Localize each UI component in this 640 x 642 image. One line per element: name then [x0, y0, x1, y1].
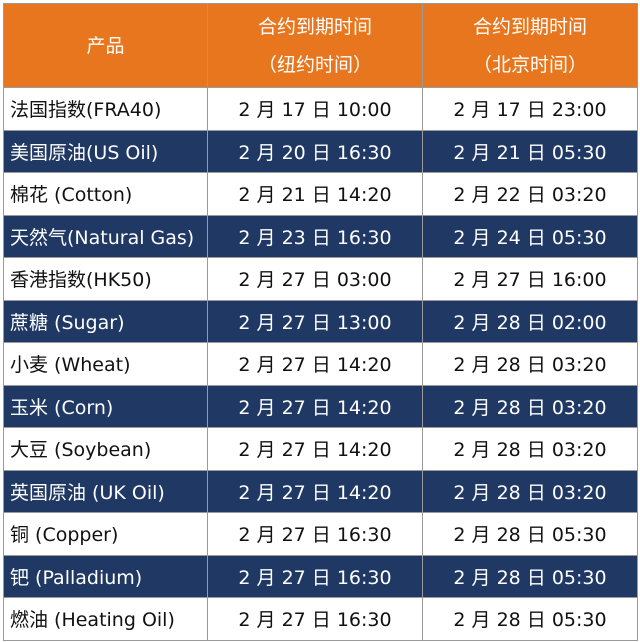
time-cell: 2 月 28 日 03:20 [422, 384, 638, 428]
table-row: 美国原油(US Oil) 2 月 20 日 16:30 2 月 21 日 05:30 [3, 129, 638, 173]
time-cell: 2 月 28 日 03:20 [422, 427, 638, 471]
time-cell: 2 月 24 日 05:30 [422, 214, 638, 258]
time-cell: 2 月 21 日 14:20 [207, 172, 423, 216]
table-row: 钯 (Palladium) 2 月 27 日 16:30 2 月 28 日 05:3… [3, 554, 638, 598]
table-row: 燃油 (Heating Oil) 2 月 27 日 16:30 2 月 28 日 0… [3, 597, 638, 641]
product-cell: 小麦 (Wheat) [3, 342, 208, 386]
header-text: （纽约时间） [257, 53, 372, 76]
time-cell: 2 月 21 日 05:30 [422, 129, 638, 173]
table-row: 香港指数(HK50) 2 月 27 日 03:00 2 月 27 日 16:00 [3, 257, 638, 301]
time-cell: 2 月 28 日 02:00 [422, 299, 638, 343]
time-cell: 2 月 27 日 16:30 [207, 554, 423, 598]
table-row: 天然气(Natural Gas) 2 月 23 日 16:30 2 月 24 日 0… [3, 214, 638, 258]
time-cell: 2 月 28 日 05:30 [422, 597, 638, 641]
table-row: 铜 (Copper) 2 月 27 日 16:30 2 月 28 日 05:30 [3, 512, 638, 556]
product-cell: 燃油 (Heating Oil) [3, 597, 208, 641]
header-text: 合约到期时间 [257, 15, 372, 38]
product-cell: 蔗糖 (Sugar) [3, 299, 208, 343]
table-row: 小麦 (Wheat) 2 月 27 日 14:20 2 月 28 日 03:20 [3, 342, 638, 386]
time-cell: 2 月 27 日 14:20 [207, 384, 423, 428]
product-cell: 钯 (Palladium) [3, 554, 208, 598]
time-cell: 2 月 17 日 10:00 [207, 87, 423, 131]
product-cell: 天然气(Natural Gas) [3, 214, 208, 258]
time-cell: 2 月 27 日 14:20 [207, 342, 423, 386]
time-cell: 2 月 27 日 16:30 [207, 512, 423, 556]
time-cell: 2 月 28 日 05:30 [422, 554, 638, 598]
header-text: 合约到期时间 [472, 15, 587, 38]
time-cell: 2 月 27 日 03:00 [207, 257, 423, 301]
time-cell: 2 月 28 日 03:20 [422, 469, 638, 513]
product-cell: 棉花 (Cotton) [3, 172, 208, 216]
product-cell: 英国原油 (UK Oil) [3, 469, 208, 513]
table-row: 大豆 (Soybean) 2 月 27 日 14:20 2 月 28 日 03:20 [3, 427, 638, 471]
time-cell: 2 月 17 日 23:00 [422, 87, 638, 131]
time-cell: 2 月 20 日 16:30 [207, 129, 423, 173]
table-container: 产品 合约到期时间 （纽约时间） 合约到期时间 （北京时间） 法国指数(FRA40) 2 … [3, 3, 638, 641]
product-cell: 香港指数(HK50) [3, 257, 208, 301]
table-row: 英国原油 (UK Oil) 2 月 27 日 14:20 2 月 28 日 03:2… [3, 469, 638, 513]
header-cell: 合约到期时间 （北京时间） [422, 3, 638, 88]
product-cell: 玉米 (Corn) [3, 384, 208, 428]
table-row: 蔗糖 (Sugar) 2 月 27 日 13:00 2 月 28 日 02:00 [3, 299, 638, 343]
time-cell: 2 月 22 日 03:20 [422, 172, 638, 216]
expiry-table: 产品 合约到期时间 （纽约时间） 合约到期时间 （北京时间） 法国指数(FRA40) 2 … [3, 3, 638, 641]
product-cell: 大豆 (Soybean) [3, 427, 208, 471]
table-row: 玉米 (Corn) 2 月 27 日 14:20 2 月 28 日 03:20 [3, 384, 638, 428]
time-cell: 2 月 28 日 03:20 [422, 342, 638, 386]
header-text: （北京时间） [472, 53, 587, 76]
time-cell: 2 月 28 日 05:30 [422, 512, 638, 556]
time-cell: 2 月 27 日 13:00 [207, 299, 423, 343]
time-cell: 2 月 27 日 16:30 [207, 597, 423, 641]
time-cell: 2 月 27 日 14:20 [207, 427, 423, 471]
table-row: 棉花 (Cotton) 2 月 21 日 14:20 2 月 22 日 03:20 [3, 172, 638, 216]
header-cell: 产品 [3, 3, 208, 88]
header-text: 产品 [86, 34, 125, 57]
table-body: 法国指数(FRA40) 2 月 17 日 10:00 2 月 17 日 23:00 美… [3, 87, 638, 641]
time-cell: 2 月 27 日 14:20 [207, 469, 423, 513]
product-cell: 铜 (Copper) [3, 512, 208, 556]
header-cell: 合约到期时间 （纽约时间） [207, 3, 423, 88]
header-row: 产品 合约到期时间 （纽约时间） 合约到期时间 （北京时间） [3, 3, 638, 88]
time-cell: 2 月 27 日 16:00 [422, 257, 638, 301]
product-cell: 美国原油(US Oil) [3, 129, 208, 173]
time-cell: 2 月 23 日 16:30 [207, 214, 423, 258]
product-cell: 法国指数(FRA40) [3, 87, 208, 131]
table-row: 法国指数(FRA40) 2 月 17 日 10:00 2 月 17 日 23:00 [3, 87, 638, 131]
